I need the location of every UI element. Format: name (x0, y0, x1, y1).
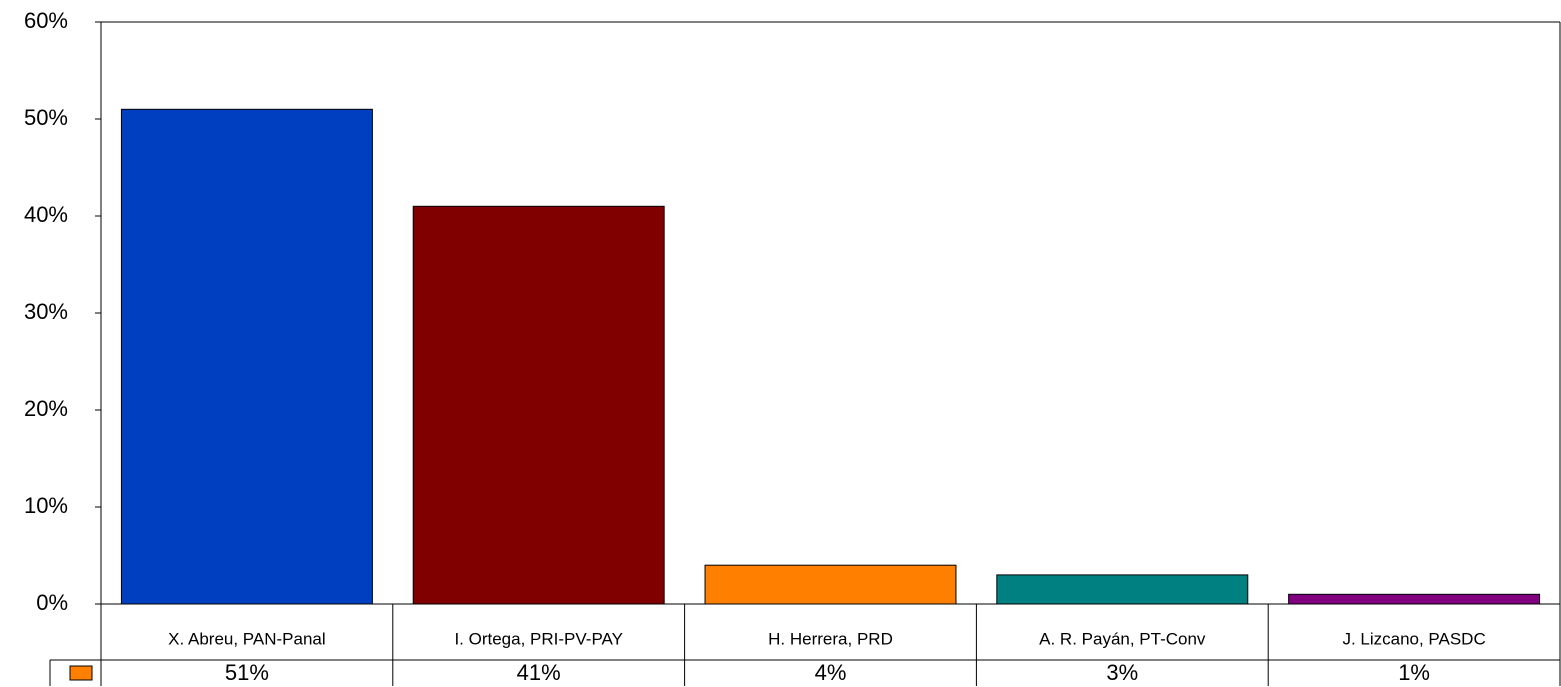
data-label: 1% (1398, 660, 1430, 685)
y-tick-label: 0% (36, 590, 68, 615)
bar (996, 574, 1249, 605)
legend-swatch (69, 665, 93, 681)
bar (412, 205, 665, 605)
x-tick-label: I. Ortega, PRI-PV-PAY (454, 629, 622, 648)
bar (120, 108, 373, 605)
y-tick-label: 20% (24, 396, 68, 421)
x-tick-label: J. Lizcano, PASDC (1342, 629, 1485, 648)
data-label: 51% (225, 660, 269, 685)
x-tick-label: A. R. Payán, PT-Conv (1039, 629, 1206, 648)
bar (1288, 593, 1541, 605)
y-tick-label: 60% (24, 8, 68, 33)
y-tick-label: 50% (24, 105, 68, 130)
bar (704, 564, 957, 605)
y-tick-label: 40% (24, 202, 68, 227)
x-tick-label: H. Herrera, PRD (768, 629, 893, 648)
data-label: 4% (815, 660, 847, 685)
data-label: 41% (517, 660, 561, 685)
x-tick-label: X. Abreu, PAN-Panal (168, 629, 326, 648)
data-label: 3% (1106, 660, 1138, 685)
y-tick-label: 30% (24, 299, 68, 324)
y-tick-label: 10% (24, 493, 68, 518)
